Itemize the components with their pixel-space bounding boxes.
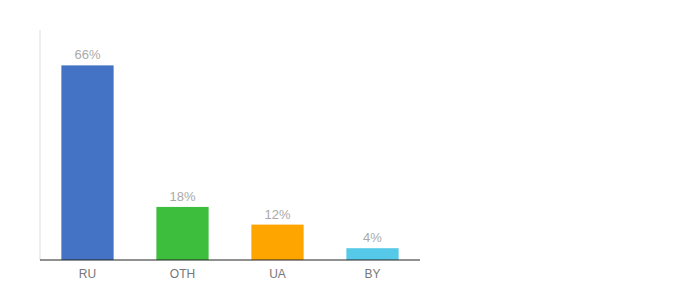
data-label: 4% bbox=[363, 230, 382, 245]
chart-container: RU OTH UA BY 66% 18% 12% 4% bbox=[0, 0, 680, 300]
y-axis-line bbox=[40, 30, 41, 260]
chart: RU OTH UA BY 66% 18% 12% 4% bbox=[0, 0, 680, 300]
page: {"chart_data": {"type": "bar", "categori… bbox=[0, 0, 680, 300]
data-label: 12% bbox=[264, 207, 290, 222]
x-tick-label: RU bbox=[79, 267, 96, 281]
bars bbox=[61, 65, 398, 260]
data-label: 66% bbox=[74, 47, 100, 62]
bar bbox=[251, 225, 303, 260]
x-axis-line bbox=[40, 260, 420, 261]
x-tick-label: BY bbox=[364, 267, 380, 281]
x-tick-label: UA bbox=[269, 267, 286, 281]
data-label: 18% bbox=[169, 189, 195, 204]
bar bbox=[61, 65, 113, 260]
x-tick-label: OTH bbox=[170, 267, 195, 281]
bar bbox=[156, 207, 208, 260]
bar bbox=[346, 248, 398, 260]
